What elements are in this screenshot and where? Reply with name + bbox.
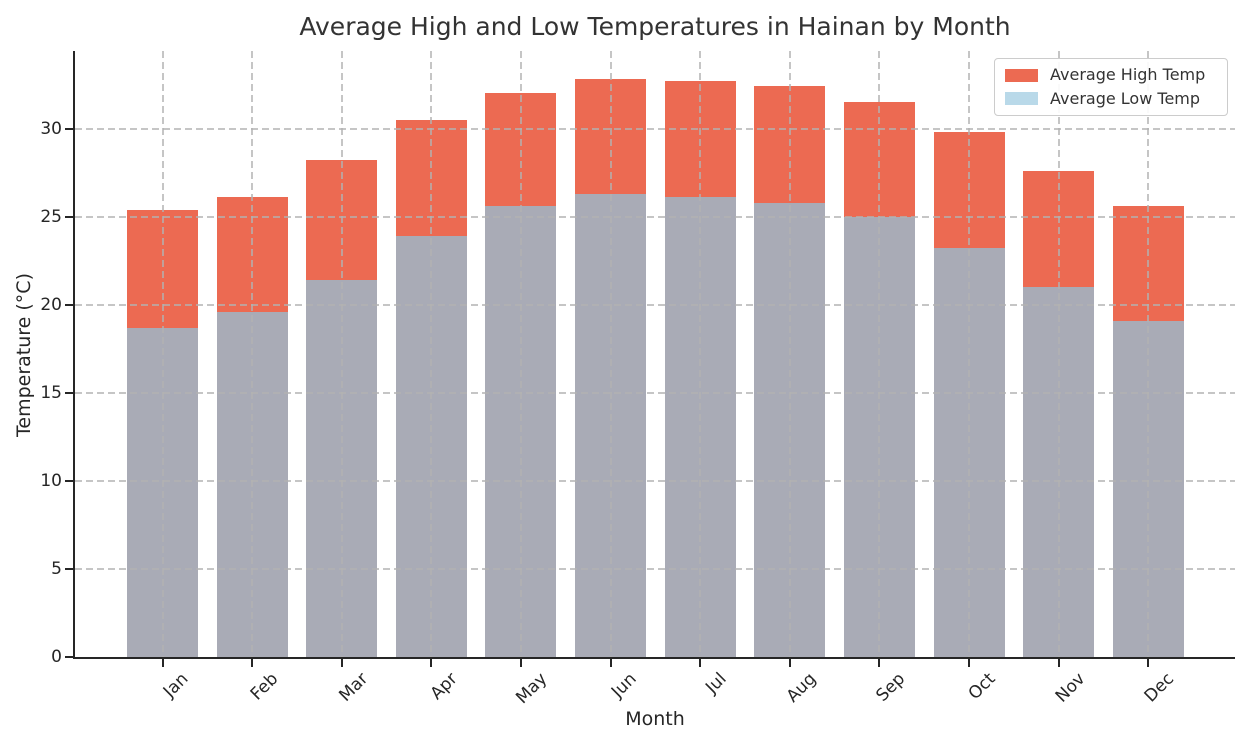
y-tick-label-10: 10 bbox=[40, 470, 62, 491]
bar-low-may bbox=[485, 206, 557, 657]
x-tick-mark-mar bbox=[340, 659, 343, 667]
bar-low-oct bbox=[933, 248, 1005, 657]
x-tick-label-jun: Jun bbox=[607, 669, 641, 702]
x-tick-mark-apr bbox=[430, 659, 433, 667]
x-tick-mark-jan bbox=[161, 659, 164, 667]
x-tick-label-sep: Sep bbox=[872, 669, 910, 706]
y-tick-label-20: 20 bbox=[40, 294, 62, 315]
y-tick-label-15: 15 bbox=[40, 382, 62, 403]
x-tick-label-apr: Apr bbox=[426, 669, 462, 704]
x-tick-mark-dec bbox=[1147, 659, 1150, 667]
y-tick-mark-25 bbox=[65, 215, 73, 218]
legend-swatch-high-temp bbox=[1005, 68, 1038, 82]
bar-low-jun bbox=[575, 193, 647, 657]
y-tick-mark-0 bbox=[65, 656, 73, 658]
legend: Average High Temp Average Low Temp bbox=[994, 58, 1228, 116]
x-tick-label-feb: Feb bbox=[246, 669, 283, 705]
x-tick-mark-nov bbox=[1057, 659, 1060, 667]
legend-label-high-temp: Average High Temp bbox=[1050, 65, 1206, 85]
legend-swatch-low-temp bbox=[1005, 92, 1038, 106]
x-tick-label-may: May bbox=[512, 669, 552, 709]
x-tick-label-jan: Jan bbox=[159, 669, 193, 702]
plot-area bbox=[73, 51, 1235, 659]
legend-label-low-temp: Average Low Temp bbox=[1050, 88, 1201, 108]
y-axis-label: Temperature (°C) bbox=[13, 273, 35, 437]
x-tick-label-mar: Mar bbox=[335, 669, 372, 706]
x-tick-label-nov: Nov bbox=[1051, 669, 1089, 707]
bar-low-feb bbox=[216, 311, 288, 657]
x-tick-label-jul: Jul bbox=[701, 669, 731, 698]
x-tick-mark-sep bbox=[878, 659, 881, 667]
x-tick-mark-feb bbox=[251, 659, 254, 667]
y-tick-mark-5 bbox=[65, 567, 73, 570]
x-axis-label: Month bbox=[625, 708, 685, 730]
x-tick-label-aug: Aug bbox=[782, 669, 820, 707]
y-tick-mark-15 bbox=[65, 391, 73, 394]
chart-title: Average High and Low Temperatures in Hai… bbox=[299, 12, 1011, 41]
legend-entry-low-temp: Average Low Temp bbox=[1005, 89, 1217, 109]
y-tick-mark-10 bbox=[65, 479, 73, 482]
y-tick-label-0: 0 bbox=[51, 647, 62, 667]
y-tick-mark-30 bbox=[65, 127, 73, 130]
bar-low-aug bbox=[754, 202, 826, 657]
y-tick-mark-20 bbox=[65, 303, 73, 306]
bar-low-apr bbox=[395, 235, 467, 657]
x-tick-mark-oct bbox=[968, 659, 971, 667]
bar-low-sep bbox=[843, 216, 915, 657]
x-tick-mark-aug bbox=[788, 659, 791, 667]
bar-low-nov bbox=[1023, 287, 1095, 657]
y-tick-label-25: 25 bbox=[40, 206, 62, 227]
bar-low-dec bbox=[1112, 320, 1184, 657]
y-tick-label-30: 30 bbox=[40, 118, 62, 139]
bars-layer bbox=[75, 51, 1235, 657]
bar-low-mar bbox=[306, 280, 378, 657]
x-tick-mark-jul bbox=[699, 659, 702, 667]
legend-entry-high-temp: Average High Temp bbox=[1005, 65, 1217, 85]
bar-low-jul bbox=[664, 197, 736, 657]
x-tick-label-oct: Oct bbox=[964, 669, 1000, 704]
x-tick-label-dec: Dec bbox=[1141, 669, 1179, 707]
y-tick-label-5: 5 bbox=[51, 558, 62, 579]
x-tick-mark-jun bbox=[609, 659, 612, 667]
bar-low-jan bbox=[127, 327, 198, 657]
x-tick-mark-may bbox=[519, 659, 522, 667]
